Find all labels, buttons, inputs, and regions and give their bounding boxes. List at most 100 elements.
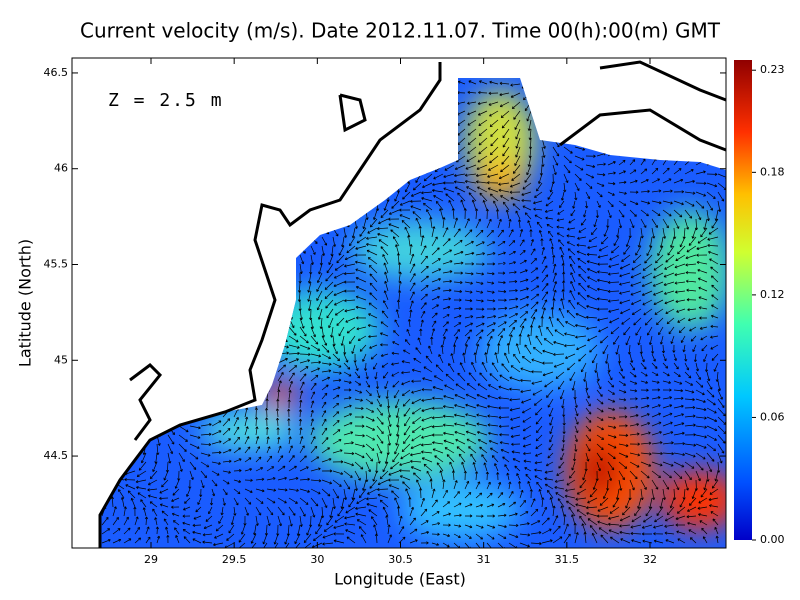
flow-arrow [354,362,359,371]
flow-arrow [640,470,650,479]
flow-arrow [613,335,620,345]
flow-arrow [625,236,631,247]
flow-arrow [490,447,499,454]
flow-arrow [497,306,508,310]
flow-arrow [677,538,686,544]
flow-arrow [455,383,466,391]
flow-arrow [367,488,378,495]
flow-arrow [391,371,400,377]
flow-arrow [607,171,616,175]
flow-arrow [323,524,334,532]
flow-arrow [294,533,301,545]
flow-arrow [445,373,455,382]
flow-arrow [505,209,510,220]
flow-arrow [321,335,328,346]
flow-arrow [673,178,684,184]
flow-arrow [675,515,686,520]
flow-arrow [600,335,609,344]
flow-arrow [629,353,634,363]
flow-arrow [266,466,275,472]
flow-arrow [457,80,466,85]
flow-arrow [563,155,572,164]
flow-arrow [422,377,433,382]
flow-arrow [432,182,444,187]
flow-arrow [549,425,554,435]
flow-arrow [454,394,466,400]
flow-arrow [365,371,369,380]
flow-arrow [218,515,224,524]
flow-arrow [663,272,675,278]
flow-arrow [255,488,265,493]
flow-arrow [526,164,532,176]
flow-arrow [140,499,147,508]
flow-arrow [607,209,612,219]
flow-arrow [629,414,639,418]
flow-arrow [574,146,586,151]
flow-arrow [392,452,400,463]
flow-arrow [392,236,400,247]
flow-arrow [369,282,378,292]
flow-arrow [587,276,598,283]
flow-arrow [433,375,444,382]
flow-arrow [488,439,499,445]
flow-arrow [560,254,565,265]
flow-arrow [486,503,495,508]
flow-arrow [565,353,576,359]
flow-arrow [499,101,510,108]
flow-arrow [460,199,466,211]
flow-arrow [454,430,466,436]
flow-arrow [699,316,708,320]
flow-arrow [343,280,356,284]
flow-arrow [376,443,383,454]
flow-arrow [533,207,543,211]
flow-arrow [640,218,647,228]
flow-arrow [462,352,466,364]
flow-arrow [211,440,222,445]
flow-arrow [710,324,719,329]
flow-arrow [423,173,433,182]
plot-frame [71,57,727,549]
flow-arrow [421,450,433,454]
flow-arrow [409,517,416,526]
flow-arrow [562,425,566,435]
flow-arrow [343,451,355,456]
flow-arrow [602,344,609,355]
flow-arrow [502,146,510,157]
flow-arrow [341,236,345,248]
flow-arrow [354,434,365,438]
flow-arrow [326,308,334,319]
flow-arrow [310,360,321,364]
flow-arrow [519,278,529,283]
flow-arrow [511,173,521,181]
flow-arrow [607,443,617,449]
flow-arrow [672,344,676,353]
flow-arrow [420,245,427,256]
flow-arrow [576,250,587,256]
flow-arrow [706,443,717,452]
flow-arrow [566,241,576,247]
flow-arrow [332,460,344,464]
flow-arrow [609,317,620,324]
flow-arrow [442,405,455,409]
flow-arrow [354,415,365,419]
flow-arrow [651,404,661,409]
flow-arrow [324,290,334,299]
flow-arrow [522,434,532,440]
flow-arrow [373,209,378,220]
flow-arrow [631,539,642,544]
flow-arrow [625,497,631,509]
flow-arrow [391,351,400,355]
flow-arrow [474,471,479,481]
flow-arrow [682,344,686,353]
flow-arrow [587,285,598,292]
flow-arrow [299,263,303,275]
flow-arrow [651,209,661,217]
flow-arrow [504,464,510,472]
flow-arrow [631,263,642,271]
flow-arrow [450,353,455,364]
flow-arrow [648,335,653,346]
colorbar [734,60,752,540]
flow-arrow [426,209,433,220]
flow-arrow [475,180,488,184]
flow-arrow [354,253,367,257]
